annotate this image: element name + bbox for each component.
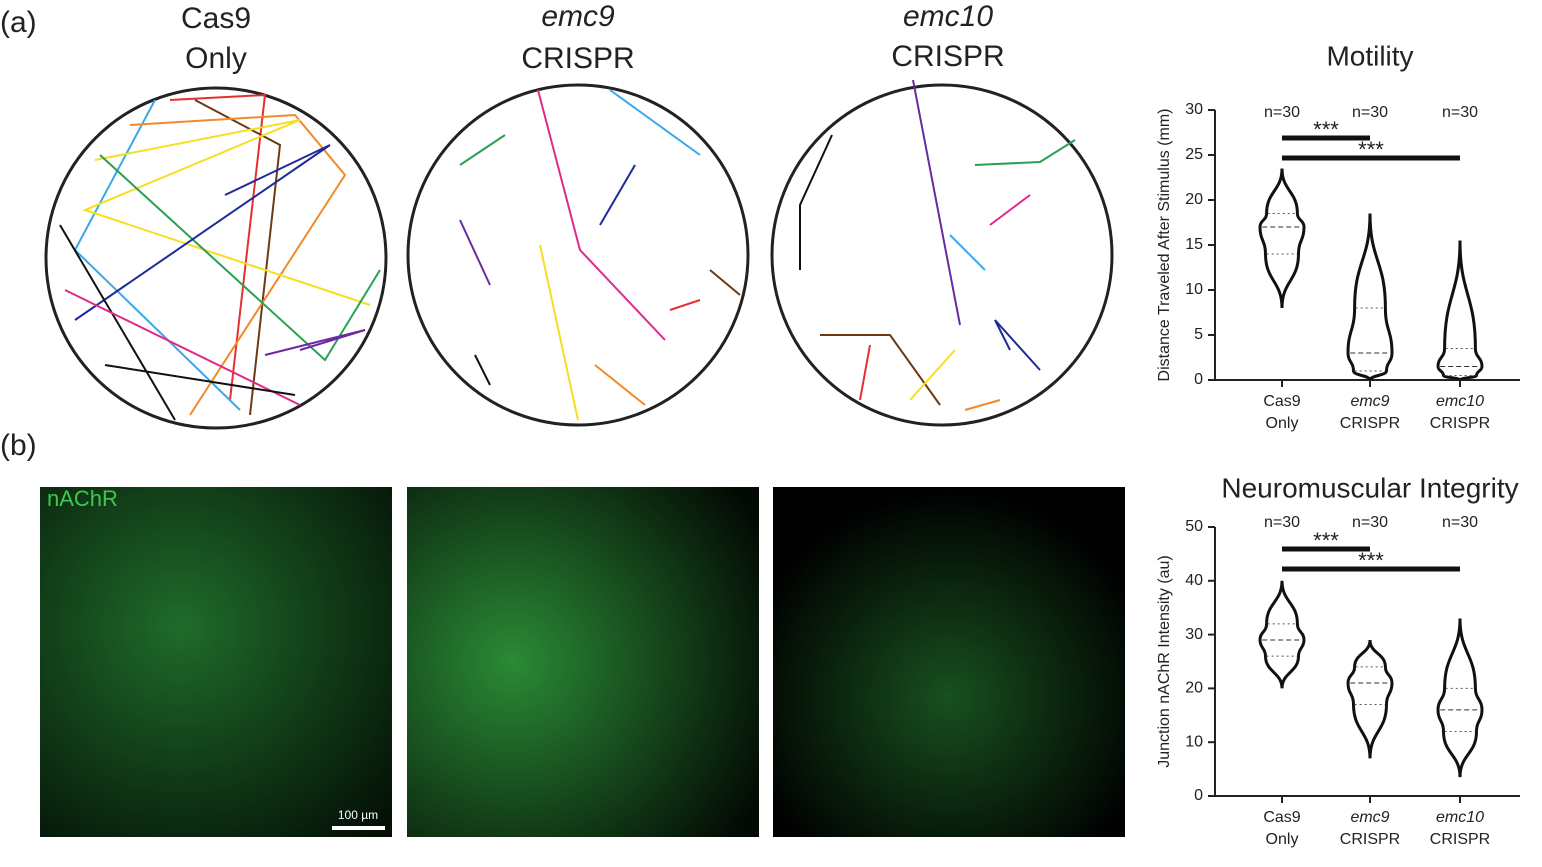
y-tick-label: 0 xyxy=(1194,371,1203,388)
violin xyxy=(1258,168,1306,309)
scale-bar-label: 100 µm xyxy=(338,808,378,822)
arena xyxy=(406,83,750,427)
y-tick-label: 20 xyxy=(1185,191,1203,208)
violin xyxy=(1436,240,1484,382)
significance-label: *** xyxy=(1313,528,1339,553)
x-tick-label: Cas9 xyxy=(1263,393,1300,410)
y-axis-label: Distance Traveled After Stimulus (mm) xyxy=(1156,109,1173,382)
header: Cas9 xyxy=(181,2,251,35)
x-tick-label: CRISPR xyxy=(1430,831,1490,848)
n-label: n=30 xyxy=(1264,514,1300,531)
n-label: n=30 xyxy=(1442,514,1478,531)
x-tick-label: Cas9 xyxy=(1263,809,1300,826)
micrograph xyxy=(40,487,392,837)
n-label: n=30 xyxy=(1352,514,1388,531)
panel-label: (a) xyxy=(0,6,37,39)
violin xyxy=(1346,639,1394,759)
violin xyxy=(1258,580,1306,689)
x-tick-label: CRISPR xyxy=(1340,415,1400,432)
y-tick-label: 25 xyxy=(1185,146,1203,163)
x-tick-label: emc9 xyxy=(1350,393,1389,410)
arena xyxy=(44,86,388,430)
x-tick-label: Only xyxy=(1266,831,1299,848)
y-tick-label: 50 xyxy=(1185,518,1203,535)
y-tick-label: 40 xyxy=(1185,572,1203,589)
y-tick-label: 15 xyxy=(1185,236,1203,253)
y-tick-label: 10 xyxy=(1185,281,1203,298)
micrograph xyxy=(773,487,1125,837)
violin xyxy=(1346,213,1394,381)
violin xyxy=(1436,618,1484,778)
header: CRISPR xyxy=(521,42,634,75)
chart-title: Neuromuscular Integrity xyxy=(1221,472,1518,503)
panel-label: (b) xyxy=(0,429,37,462)
trajectories xyxy=(59,79,1076,421)
x-tick-label: emc10 xyxy=(1436,809,1484,826)
y-tick-label: 20 xyxy=(1185,680,1203,697)
y-tick-label: 30 xyxy=(1185,626,1203,643)
header: emc9 xyxy=(541,0,615,33)
chart-title: Motility xyxy=(1326,40,1413,71)
significance-label: *** xyxy=(1358,548,1384,573)
arena xyxy=(770,83,1114,427)
significance-label: *** xyxy=(1358,137,1384,162)
y-tick-label: 5 xyxy=(1194,326,1203,343)
y-tick-label: 30 xyxy=(1185,101,1203,118)
micrograph xyxy=(407,487,759,837)
header: Only xyxy=(185,42,247,75)
n-label: n=30 xyxy=(1442,104,1478,121)
y-axis-label: Junction nAChR Intensity (au) xyxy=(1156,555,1173,768)
x-tick-label: CRISPR xyxy=(1340,831,1400,848)
y-tick-label: 0 xyxy=(1194,787,1203,804)
x-tick-label: Only xyxy=(1266,415,1299,432)
x-tick-label: emc9 xyxy=(1350,809,1389,826)
image-label: nAChR xyxy=(47,486,118,511)
x-tick-label: CRISPR xyxy=(1430,415,1490,432)
y-tick-label: 10 xyxy=(1185,733,1203,750)
header: emc10 xyxy=(903,0,993,33)
x-tick-label: emc10 xyxy=(1436,393,1484,410)
n-label: n=30 xyxy=(1264,104,1300,121)
header: CRISPR xyxy=(891,40,1004,73)
significance-label: *** xyxy=(1313,117,1339,142)
n-label: n=30 xyxy=(1352,104,1388,121)
